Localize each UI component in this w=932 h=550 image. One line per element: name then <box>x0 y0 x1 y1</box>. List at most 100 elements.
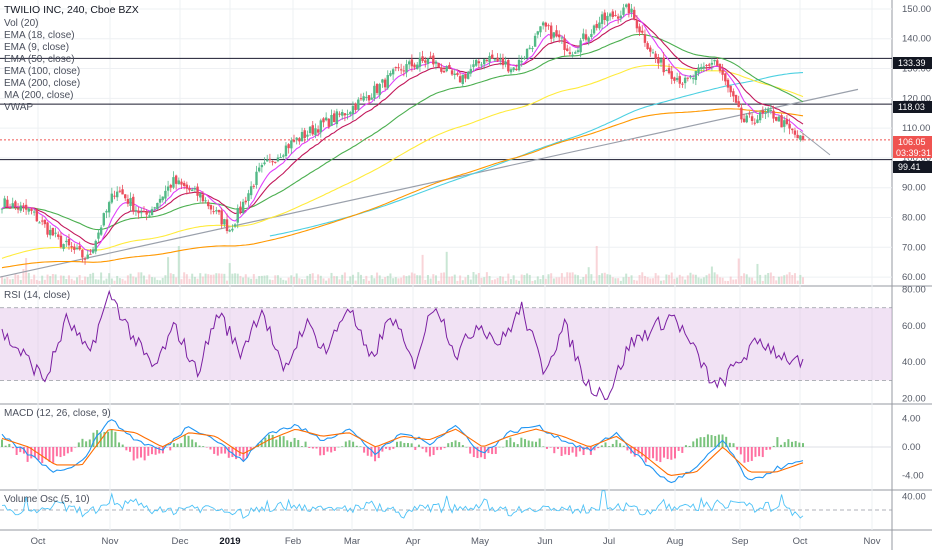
macd-histogram-bar <box>761 447 764 458</box>
macd-histogram-bar <box>626 447 629 451</box>
volume-bar <box>392 278 395 284</box>
volume-bar <box>753 280 756 284</box>
volume-bar <box>142 275 145 284</box>
candle-body <box>182 182 186 186</box>
volume-bar <box>735 279 738 284</box>
price-tick-label: 70.00 <box>902 242 926 253</box>
candle-body <box>51 227 55 236</box>
volume-bar <box>220 273 223 284</box>
rsi-tick-label: 60.00 <box>902 321 926 332</box>
volume-bar <box>467 274 470 284</box>
candle-body <box>472 64 475 68</box>
candle-body <box>424 60 427 63</box>
legend-ma200[interactable]: MA (200, close) <box>4 90 73 101</box>
volume-bar <box>630 275 633 284</box>
candle-body <box>708 64 711 66</box>
legend-ema100[interactable]: EMA (100, close) <box>4 66 80 77</box>
candle-body <box>758 112 762 121</box>
legend-vwap[interactable]: VWAP <box>4 102 33 113</box>
rsi-label[interactable]: RSI (14, close) <box>4 290 70 301</box>
macd-histogram-bar <box>681 447 684 453</box>
volume-bar <box>759 274 762 284</box>
candle-body <box>608 13 612 17</box>
macd-histogram-bar <box>246 447 249 458</box>
volume-bar <box>193 276 196 284</box>
price-tick-label: 100.00 <box>902 153 931 164</box>
candle-body <box>745 115 748 123</box>
candle-body <box>418 57 422 67</box>
legend-ema18[interactable]: EMA (18, close) <box>4 30 75 41</box>
volume-bar <box>271 279 274 284</box>
volume-bar <box>284 280 287 284</box>
candle-body <box>491 54 494 59</box>
volume-bar <box>485 272 488 284</box>
macd-histogram-bar <box>549 447 552 448</box>
time-axis[interactable]: Oct Nov Dec 2019 Feb Mar Apr May Jun Jul Aug Sep Oct… <box>31 536 881 547</box>
macd-histogram-bar <box>780 444 783 447</box>
candle-body <box>298 138 301 142</box>
candle-body <box>193 187 197 190</box>
volume-bar <box>501 276 504 284</box>
macd-histogram-bar <box>194 442 197 447</box>
volume-bar <box>633 279 636 284</box>
candle-body <box>750 116 754 121</box>
candle-body <box>81 249 84 258</box>
volume-bar <box>718 277 721 284</box>
volume-bar <box>234 273 237 284</box>
volume-bar <box>721 277 724 284</box>
legend-ema200[interactable]: EMA (200, close) <box>4 78 80 89</box>
volume-bar <box>713 272 716 284</box>
candle-body <box>105 210 108 213</box>
volume-bar <box>542 275 545 284</box>
candle-body <box>571 54 574 57</box>
volume-bar <box>410 272 413 284</box>
volume-bar <box>518 280 521 284</box>
candle-body <box>97 232 100 239</box>
candle-body <box>732 91 735 97</box>
macd-histogram-bar <box>578 447 581 452</box>
volume-osc-label[interactable]: Volume Osc (5, 10) <box>4 494 90 505</box>
volume-bar <box>362 279 365 284</box>
macd-tick-label: -4.00 <box>902 471 924 482</box>
volume-bar <box>236 273 239 284</box>
volume-bar <box>654 273 657 284</box>
price-tags: 133.39 118.03 106.05 03:39:31 99.41 <box>893 57 932 173</box>
candle-body <box>461 74 464 84</box>
macd-label[interactable]: MACD (12, 26, close, 9) <box>4 408 111 419</box>
price-axis[interactable]: 60.00 70.00 80.00 90.00 100.00 110.00 120.00 13… <box>902 4 931 503</box>
trend-line[interactable] <box>0 88 859 278</box>
candle-body <box>215 210 218 212</box>
legend-ema50[interactable]: EMA (50, close) <box>4 54 75 65</box>
macd-histogram-bar <box>728 442 731 447</box>
volume-bar <box>660 280 663 284</box>
tag-last-price: 106.05 <box>898 137 926 147</box>
candle-body <box>643 34 647 43</box>
candle-body <box>686 77 690 79</box>
legend-vol[interactable]: Vol (20) <box>4 18 38 29</box>
macd-histogram-bar <box>604 442 607 447</box>
volume-bar <box>571 272 574 284</box>
candle-body <box>199 193 202 198</box>
volume-bar <box>421 254 424 284</box>
volume-bar <box>619 280 622 284</box>
candle-body <box>445 66 448 72</box>
volume-bar <box>702 277 705 284</box>
legend-ema9[interactable]: EMA (9, close) <box>4 42 69 53</box>
candle-body <box>563 38 566 50</box>
trend-line-extension[interactable] <box>799 130 831 156</box>
candle-body <box>592 25 596 34</box>
candle-body <box>32 211 36 213</box>
candle-body <box>533 35 537 47</box>
volume-bar <box>737 258 740 284</box>
candle-body <box>357 99 360 110</box>
macd-histogram-bar <box>392 447 395 449</box>
volume-bar <box>172 274 175 284</box>
volume-bar <box>397 278 400 284</box>
volume-bar <box>756 263 759 284</box>
volume-bar <box>772 276 775 284</box>
time-tick-label: Sep <box>732 536 749 547</box>
volume-bar <box>437 280 440 284</box>
macd-histogram-bar <box>202 446 205 447</box>
volume-bar <box>590 274 593 284</box>
volume-bar <box>469 279 472 284</box>
